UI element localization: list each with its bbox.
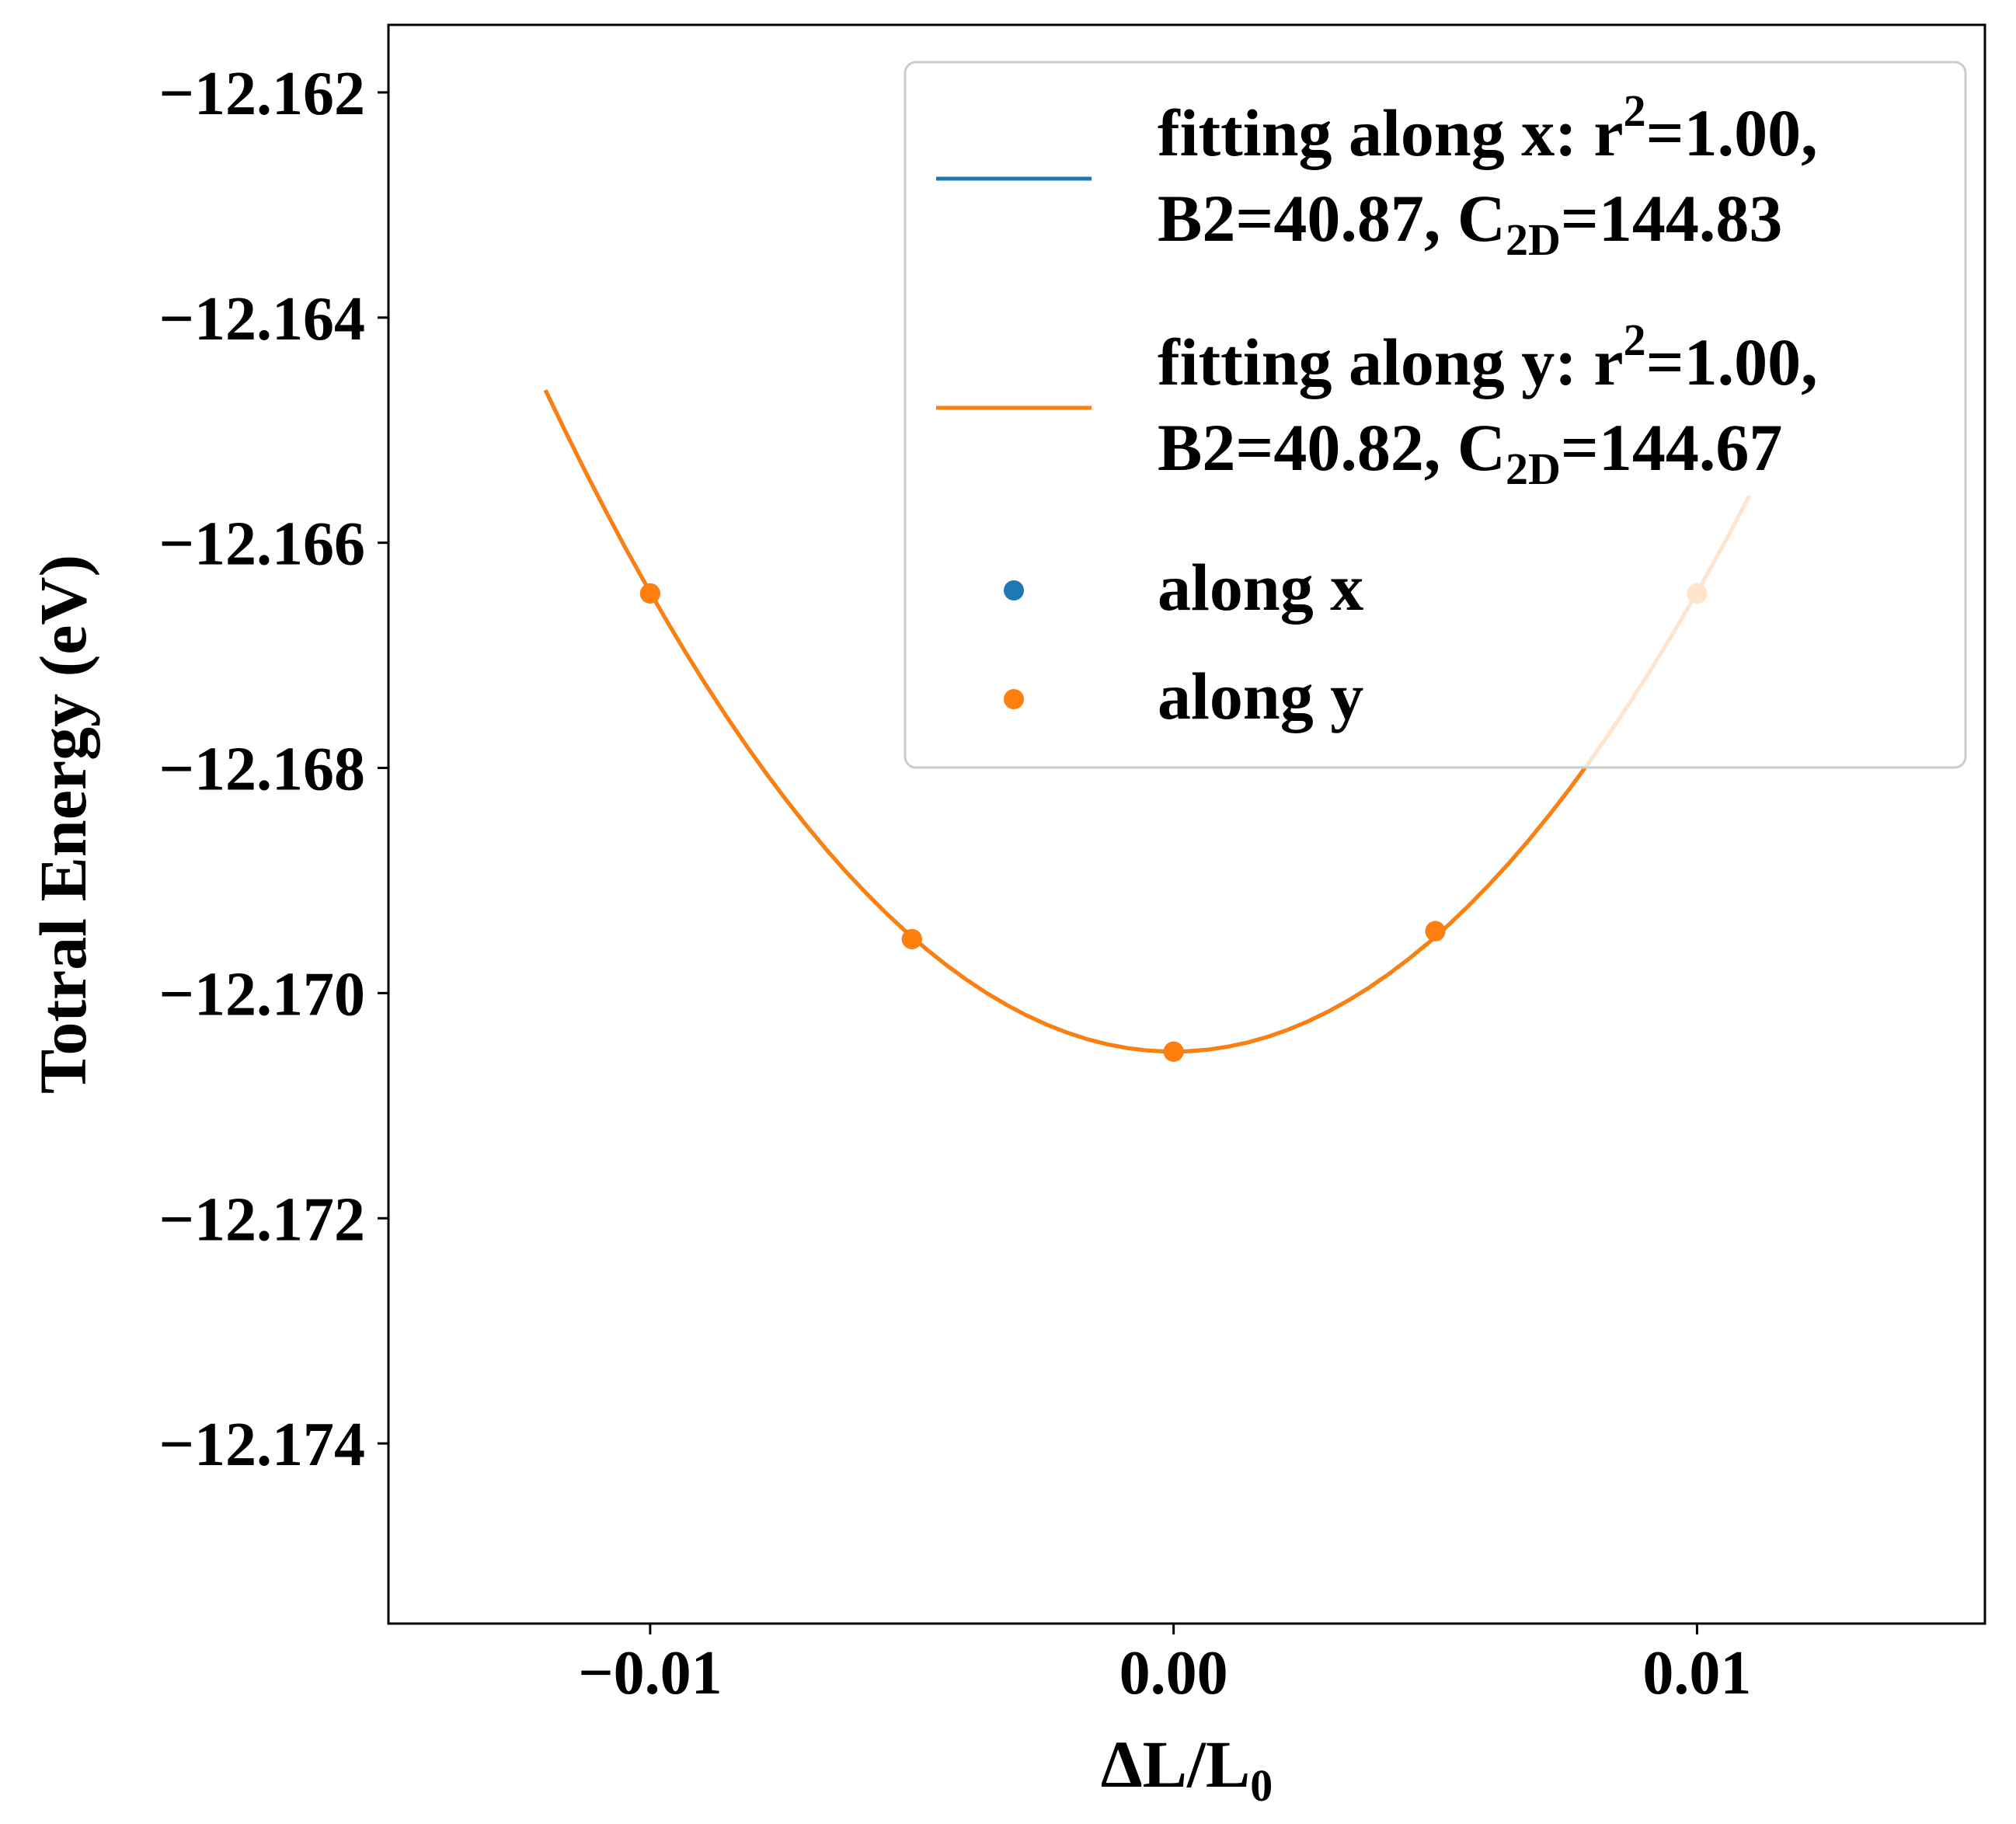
data-point-s1-0 (639, 583, 660, 604)
legend-point-swatch-1 (1004, 689, 1024, 709)
y-axis-ticks: −12.162 −12.164 −12.166 −12.168 −12.170 −12.1… (158, 60, 388, 1479)
legend-series-label-1: along y (1158, 659, 1363, 733)
y-tick-label: −12.174 (158, 1411, 365, 1479)
x-axis-label-main: ΔL/L (1101, 1727, 1251, 1801)
legend-box (904, 61, 1967, 769)
legend-series-label-0: along x (1158, 550, 1363, 625)
legend-point-swatch-0 (1004, 580, 1024, 600)
legend-fit-label-1-line-0: fitting along y: r2=1.00, (1158, 315, 1818, 399)
x-tick-label: 0.00 (1119, 1639, 1228, 1707)
x-tick-label: −0.01 (578, 1639, 722, 1707)
y-tick-label: −12.162 (158, 60, 365, 128)
fit-lines (543, 389, 1752, 1054)
y-tick-label: −12.166 (158, 510, 365, 579)
y-tick-label: −12.168 (158, 736, 365, 804)
x-axis-ticks: −0.01 0.00 0.01 (578, 1624, 1751, 1707)
legend-fit-label-0-line-1: B2=40.87, C2D=144.83 (1158, 181, 1782, 265)
plot-frame (387, 23, 1986, 1625)
legend-fit-label-1-line-1: B2=40.82, C2D=144.67 (1158, 410, 1782, 494)
legend-fit-label-0-line-0: fitting along x: r2=1.00, (1158, 85, 1818, 170)
y-tick-label: −12.164 (158, 285, 365, 353)
x-axis-label: ΔL/L0 (1101, 1727, 1273, 1811)
y-tick-label: −12.170 (158, 960, 365, 1029)
data-point-s1-2 (1163, 1041, 1184, 1062)
y-tick-label: −12.172 (158, 1185, 365, 1254)
y-axis-label: Totral Energy (eV) (26, 555, 100, 1094)
fit-line-1 (543, 389, 1752, 1054)
data-point-s1-1 (901, 928, 922, 949)
x-axis-label-subscript: 0 (1250, 1760, 1273, 1811)
x-tick-label: 0.01 (1642, 1639, 1751, 1707)
legend: fitting along x: r2=1.00, B2=40.87, C2D=1… (904, 61, 1967, 769)
data-point-s1-3 (1425, 921, 1446, 942)
